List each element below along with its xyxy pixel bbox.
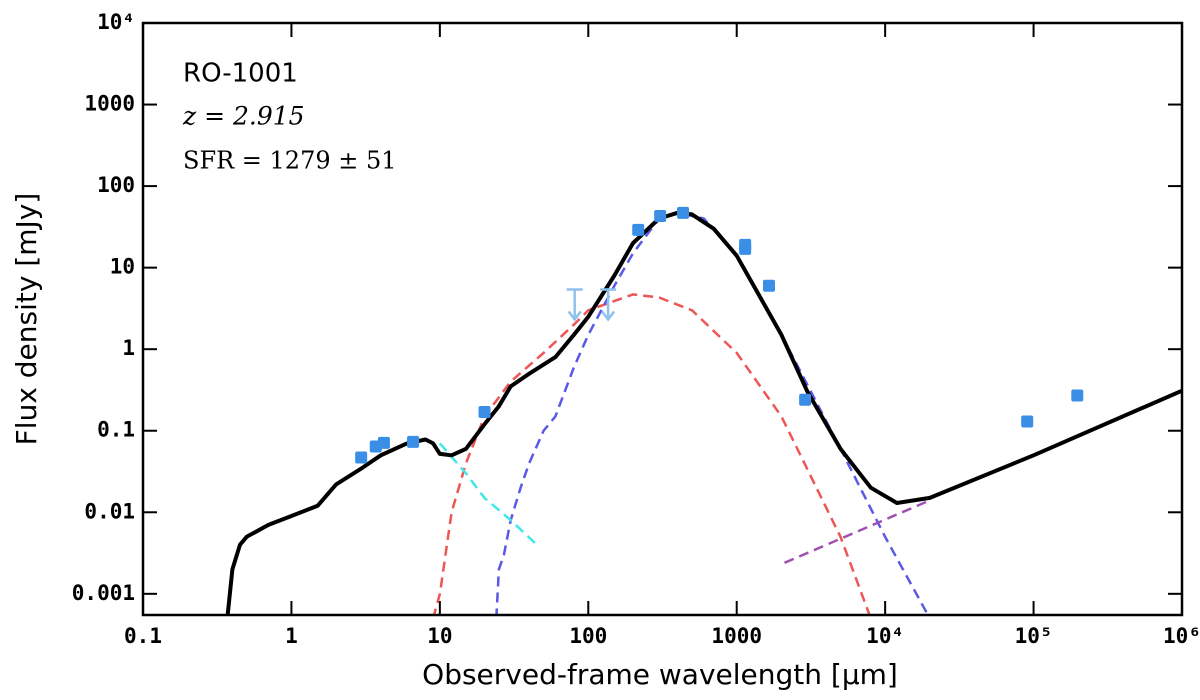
data-point [654, 209, 667, 222]
annotation: z = 2.915 [182, 102, 305, 131]
data-point [407, 435, 420, 448]
data-point [1021, 415, 1034, 428]
x-tick-label: 10⁶ [1163, 624, 1200, 648]
y-tick-label: 10⁴ [97, 10, 135, 34]
model-line [225, 210, 1182, 615]
annotation: SFR = 1279 ± 51 [183, 147, 397, 175]
data-point [377, 436, 390, 449]
upper-limit [566, 288, 583, 322]
y-tick-label: 0.001 [72, 581, 135, 605]
model-dashed-line [784, 499, 931, 564]
model-dashed-line [432, 293, 871, 615]
y-tick-label: 100 [97, 173, 135, 197]
data-point [739, 242, 752, 255]
annotation: RO-1001 [183, 59, 298, 89]
x-tick-label: 10 [427, 624, 452, 648]
model-dashed-line [438, 442, 538, 546]
data-point [1071, 389, 1084, 402]
y-tick-label: 10 [110, 255, 135, 279]
x-tick-label: 1 [285, 624, 298, 648]
upper-limit [600, 288, 617, 322]
y-tick-label: 0.1 [97, 418, 135, 442]
x-tick-label: 100 [569, 624, 607, 648]
y-tick-label: 1 [122, 336, 135, 360]
y-tick-label: 1000 [84, 92, 135, 116]
x-axis-label: Observed-frame wavelength [μm] [422, 658, 898, 691]
x-tick-label: 1000 [711, 624, 762, 648]
data-point [799, 393, 812, 406]
y-tick-label: 0.01 [84, 499, 135, 523]
x-tick-label: 0.1 [124, 624, 162, 648]
data-point [478, 405, 491, 418]
model-dashed-line [495, 211, 930, 615]
plot-frame [141, 21, 1184, 617]
x-tick-label: 10⁵ [1015, 624, 1053, 648]
y-axis-label: Flux density [mJy] [10, 193, 43, 446]
data-point [762, 279, 775, 292]
plot-area [225, 206, 1182, 615]
data-point [677, 206, 690, 219]
data-point [632, 223, 645, 236]
x-tick-label: 10⁴ [866, 624, 904, 648]
data-point [355, 451, 368, 464]
